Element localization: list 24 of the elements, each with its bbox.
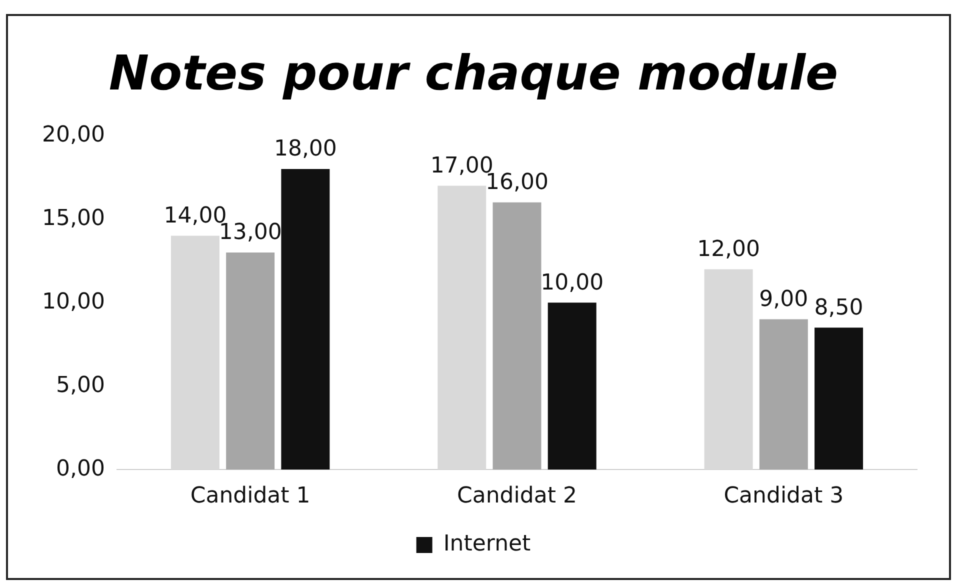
y-tick-label: 15,00 xyxy=(42,206,105,231)
data-label: 10,00 xyxy=(540,270,604,296)
bar xyxy=(814,328,864,470)
chart-title: Notes pour chaque module xyxy=(108,45,838,102)
bar xyxy=(759,319,808,470)
bar xyxy=(170,236,220,470)
data-label: 9,00 xyxy=(759,287,808,312)
y-tick-label: 20,00 xyxy=(42,122,105,148)
y-tick-label: 0,00 xyxy=(56,456,105,482)
bar xyxy=(438,186,486,470)
x-tick-label: Candidat 2 xyxy=(457,484,577,509)
x-tick-label: Candidat 3 xyxy=(724,484,844,509)
x-tick-label: Candidat 1 xyxy=(190,484,310,509)
bar xyxy=(226,252,275,470)
legend-label: Internet xyxy=(443,532,532,557)
data-label: 8,50 xyxy=(814,295,864,320)
bar xyxy=(704,269,753,470)
bar xyxy=(548,302,596,470)
bar xyxy=(281,169,330,470)
data-label: 12,00 xyxy=(697,236,760,262)
data-label: 18,00 xyxy=(274,136,337,162)
bar xyxy=(492,202,542,470)
y-tick-label: 5,00 xyxy=(56,372,105,398)
y-tick-label: 10,00 xyxy=(42,289,105,314)
